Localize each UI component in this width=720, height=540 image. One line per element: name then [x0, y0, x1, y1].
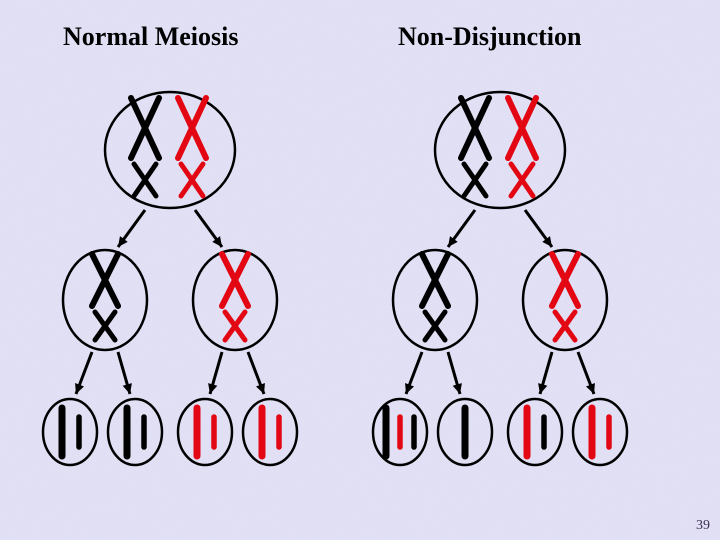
page-number: 39 [696, 518, 710, 534]
page-root: Normal Meiosis Non-Disjunction 39 [0, 0, 720, 540]
meiosis-diagram [0, 0, 720, 540]
